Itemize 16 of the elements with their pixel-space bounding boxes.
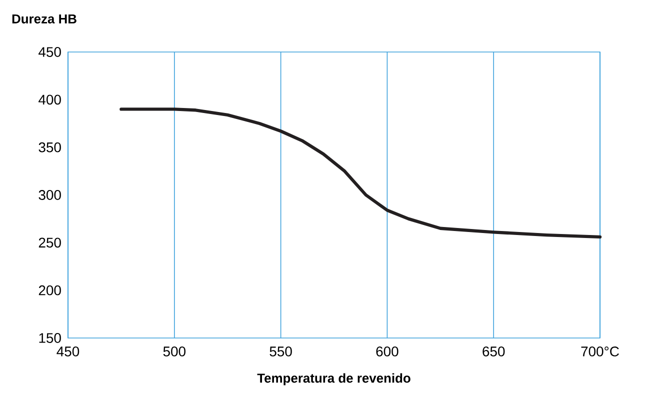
x-tick-label: 500 <box>163 346 186 356</box>
x-tick-label: 450 <box>56 346 80 356</box>
y-tick-label: 400 <box>38 94 61 105</box>
x-tick-label: 700°C <box>581 346 619 356</box>
x-axis-title: Temperatura de revenido <box>257 373 410 386</box>
x-tick-label: 550 <box>270 346 292 356</box>
x-tick-label: 600 <box>376 346 398 356</box>
y-tick-label: 450 <box>38 47 61 57</box>
y-tick-label: 250 <box>38 238 61 248</box>
y-tick-label: 200 <box>38 285 61 296</box>
y-tick-label: 300 <box>38 190 61 200</box>
y-tick-label: 150 <box>39 333 61 343</box>
x-tick-label: 650 <box>482 346 505 356</box>
y-axis-title: Dureza HB <box>12 14 76 24</box>
y-tick-label: 350 <box>38 142 61 152</box>
line-series <box>120 108 602 239</box>
